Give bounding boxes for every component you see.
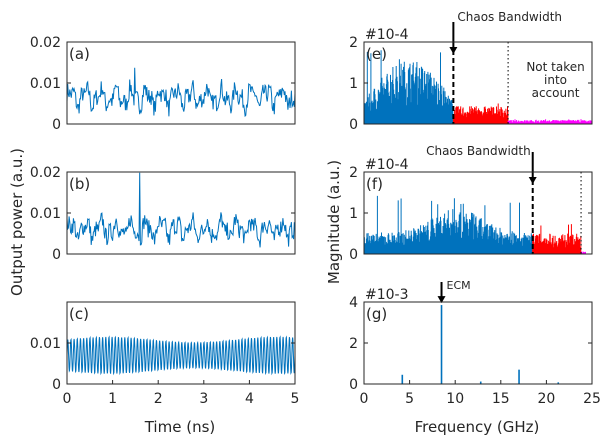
series-line-b	[66, 172, 296, 248]
xtick-label-g-5: 25	[583, 391, 601, 407]
spectrum-e-region-1	[452, 103, 509, 124]
x-label-frequency: Frequency (GHz)	[415, 418, 540, 436]
xtick-label-g-1: 5	[405, 391, 414, 407]
ytick-label-b-1: 0.01	[30, 206, 61, 222]
ytick-label-f-1: 1	[349, 206, 358, 222]
panel-label-g: (g)	[366, 305, 387, 323]
ytick-label-b-0: 0	[52, 247, 61, 263]
ytick-label-g-0: 0	[349, 377, 358, 393]
annotation-not-taken-1: into	[544, 73, 567, 87]
y-label-magnitude: Magnitude (a.u.)	[325, 160, 343, 284]
ytick-label-e-0: 0	[349, 117, 358, 133]
chaos-bandwidth-label-f: Chaos Bandwidth	[426, 144, 531, 158]
ytick-label-b-2: 0.02	[30, 165, 61, 181]
multiplier-g: #10-3	[365, 287, 409, 303]
spectrum-f-region-0	[363, 195, 534, 254]
xtick-label-g-4: 20	[537, 391, 555, 407]
ytick-label-e-1: 1	[349, 76, 358, 92]
arrow-e-head	[449, 47, 458, 54]
ytick-label-f-0: 0	[349, 247, 358, 263]
ecm-label: ECM	[447, 279, 471, 292]
panel-label-b: (b)	[69, 175, 90, 193]
ytick-label-g-1: 2	[349, 336, 358, 352]
ytick-label-g-2: 4	[349, 295, 358, 311]
panel-label-a: (a)	[69, 45, 90, 63]
ytick-label-a-1: 0.01	[30, 76, 61, 92]
chaos-bandwidth-label-e: Chaos Bandwidth	[457, 10, 562, 24]
spectrum-f-region-1	[532, 224, 582, 254]
xtick-label-c-2: 2	[154, 391, 163, 407]
xtick-label-c-3: 3	[199, 391, 208, 407]
ytick-label-c-0: 0	[52, 377, 61, 393]
multiplier-e: #10-4	[365, 27, 409, 43]
panel-label-e: (e)	[366, 45, 387, 63]
spectrum-e-region-2	[507, 119, 593, 124]
panel-label-c: (c)	[69, 305, 89, 323]
xtick-label-c-5: 5	[291, 391, 300, 407]
axes-box-g	[363, 301, 593, 385]
ytick-label-e-2: 2	[349, 35, 358, 51]
arrow-f-head	[528, 177, 537, 184]
ytick-label-a-2: 0.02	[30, 35, 61, 51]
xtick-label-c-0: 0	[63, 391, 72, 407]
multiplier-f: #10-4	[365, 157, 409, 173]
panel-label-f: (f)	[366, 175, 383, 193]
series-line-a	[66, 67, 296, 118]
y-label-output-power: Output power (a.u.)	[8, 148, 26, 296]
xtick-label-c-1: 1	[108, 391, 117, 407]
annotation-not-taken-2: account	[532, 86, 580, 100]
xtick-label-g-0: 0	[360, 391, 369, 407]
x-label-time: Time (ns)	[144, 418, 216, 436]
ytick-label-f-2: 2	[349, 165, 358, 181]
ytick-label-a-0: 0	[52, 117, 61, 133]
annotation-not-taken-0: Not taken	[526, 60, 584, 74]
xtick-label-g-2: 10	[446, 391, 464, 407]
series-line-c	[66, 335, 296, 376]
arrow-g-head	[437, 296, 446, 304]
ytick-label-c-1: 0.01	[30, 336, 61, 352]
xtick-label-c-4: 4	[245, 391, 254, 407]
xtick-label-g-3: 15	[492, 391, 510, 407]
